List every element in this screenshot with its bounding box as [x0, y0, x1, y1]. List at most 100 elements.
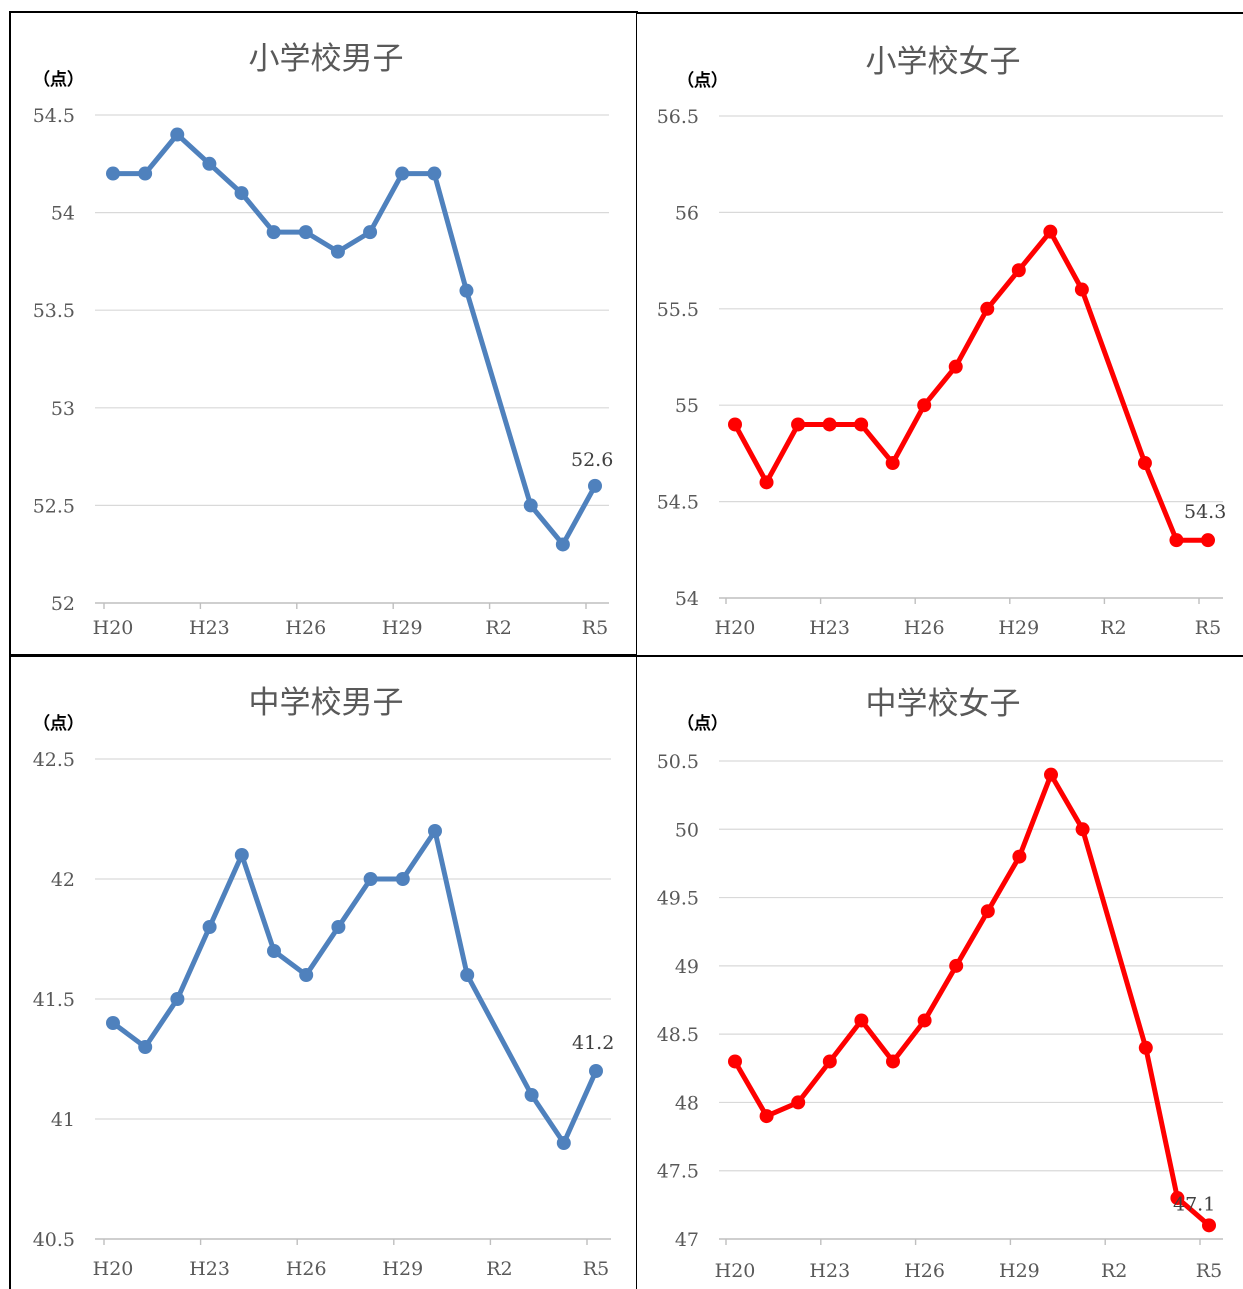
- data-point: [427, 166, 442, 181]
- data-point: [854, 1013, 869, 1028]
- data-point: [1044, 767, 1058, 782]
- data-point: [917, 398, 932, 413]
- y-tick-label: 50.5: [657, 751, 699, 773]
- chart-panel-elementary-boys: 小学校男子 （点） 52 52.5 53 53.5 54 54.5 H20 H23 H26 H29 R2…: [9, 11, 638, 656]
- x-tick-label: H29: [382, 617, 423, 639]
- data-point: [728, 417, 742, 432]
- data-point: [267, 944, 281, 958]
- chart-panel-middle-girls: 中学校女子 （点） 47 47.5 48 48.5 49 49.5 50 50.5 H20 H23 H2…: [637, 655, 1243, 1289]
- end-data-label: 54.3: [1184, 501, 1226, 523]
- chart-svg-elementary-girls: 小学校女子 （点） 54 54.5 55 55.5 56 56.5 H20 H23 H26 H29 R2…: [657, 44, 1227, 639]
- x-tick-label: H20: [93, 617, 134, 639]
- end-data-label: 52.6: [571, 449, 613, 471]
- y-tick-label: 47.5: [657, 1161, 699, 1183]
- chart-title: 小学校男子: [249, 41, 404, 77]
- data-point: [298, 225, 313, 240]
- y-tick-label: 40.5: [33, 1229, 75, 1251]
- data-point: [138, 166, 153, 181]
- data-point: [556, 1136, 571, 1150]
- chart-panel-elementary-girls: 小学校女子 （点） 54 54.5 55 55.5 56 56.5 H20 H23 H26 H29 R2…: [637, 12, 1243, 656]
- data-point: [555, 537, 570, 552]
- x-tick-label: H26: [285, 617, 326, 639]
- data-point: [363, 225, 378, 240]
- end-data-label: 47.1: [1173, 1193, 1215, 1215]
- data-point: [170, 992, 185, 1006]
- data-point: [949, 958, 964, 973]
- data-point: [728, 1054, 742, 1069]
- y-tick-label: 55.5: [657, 299, 699, 321]
- x-tick-label: R5: [1195, 617, 1221, 639]
- end-data-label: 41.2: [572, 1032, 614, 1054]
- x-tick-label: R2: [1101, 1260, 1127, 1282]
- y-unit-label: （点）: [677, 70, 728, 91]
- data-point: [854, 417, 869, 432]
- chart-svg-middle-boys: 中学校男子 （点） 40.5 41 41.5 42 42.5 H20 H23 H26 H29 R2 R5…: [33, 685, 615, 1280]
- y-tick-label: 41: [51, 1109, 75, 1131]
- data-point: [791, 1095, 806, 1110]
- data-point: [266, 225, 281, 240]
- data-point: [428, 824, 442, 838]
- data-point: [459, 283, 474, 298]
- y-tick-label: 41.5: [33, 989, 75, 1011]
- data-point: [106, 1016, 120, 1030]
- chart-title: 小学校女子: [866, 44, 1021, 80]
- data-point: [589, 1064, 603, 1078]
- x-tick-label: H23: [189, 617, 230, 639]
- data-point: [524, 1088, 539, 1102]
- x-tick-label: R2: [1100, 617, 1126, 639]
- y-tick-label: 54: [51, 203, 75, 225]
- x-tick-label: H20: [715, 1260, 756, 1282]
- data-point: [170, 127, 185, 142]
- y-tick-label: 55: [675, 395, 699, 417]
- x-tick-label: H20: [715, 617, 756, 639]
- y-tick-label: 49: [675, 956, 699, 978]
- y-tick-label: 56.5: [657, 106, 699, 128]
- chart-title: 中学校女子: [866, 686, 1021, 722]
- data-point: [330, 244, 345, 259]
- x-tick-label: R2: [485, 617, 511, 639]
- data-point: [106, 166, 120, 181]
- data-point: [234, 848, 249, 862]
- data-point: [1043, 224, 1058, 239]
- chart-title: 中学校男子: [249, 685, 404, 721]
- chart-svg-middle-girls: 中学校女子 （点） 47 47.5 48 48.5 49 49.5 50 50.5 H20 H23 H2…: [657, 686, 1223, 1282]
- y-unit-label: （点）: [33, 69, 84, 90]
- data-point: [331, 920, 346, 934]
- data-point: [822, 417, 837, 432]
- x-tick-label: H26: [904, 617, 945, 639]
- x-tick-label: H29: [999, 1260, 1040, 1282]
- data-point: [1075, 822, 1090, 837]
- x-tick-label: H29: [998, 617, 1039, 639]
- x-tick-label: R5: [583, 1258, 609, 1280]
- y-tick-label: 52: [51, 593, 75, 615]
- data-point: [395, 872, 410, 886]
- data-point: [234, 186, 249, 201]
- data-point: [759, 1109, 774, 1124]
- data-point: [138, 1040, 153, 1054]
- series-line: [732, 229, 1211, 543]
- y-tick-label: 56: [675, 202, 699, 224]
- y-tick-label: 42: [51, 869, 75, 891]
- data-point: [1202, 1218, 1216, 1233]
- data-point: [1201, 533, 1215, 548]
- data-point: [1012, 849, 1027, 864]
- x-tick-label: H23: [809, 617, 850, 639]
- data-point: [1170, 1191, 1185, 1206]
- data-point: [299, 968, 314, 982]
- data-point: [1011, 263, 1026, 278]
- y-tick-label: 53.5: [33, 300, 75, 322]
- data-point: [917, 1013, 932, 1028]
- x-tick-label: R5: [1196, 1260, 1222, 1282]
- y-tick-label: 48: [675, 1092, 699, 1114]
- y-tick-label: 52.5: [33, 495, 75, 517]
- series-line: [110, 828, 599, 1146]
- data-point: [588, 478, 602, 493]
- x-tick-label: H26: [904, 1260, 945, 1282]
- y-unit-label: （点）: [33, 713, 84, 734]
- data-point: [759, 475, 774, 490]
- x-tick-label: R5: [582, 617, 608, 639]
- y-tick-label: 49.5: [657, 888, 699, 910]
- y-tick-label: 54: [675, 588, 699, 610]
- data-point: [822, 1054, 837, 1069]
- data-point: [886, 1054, 900, 1069]
